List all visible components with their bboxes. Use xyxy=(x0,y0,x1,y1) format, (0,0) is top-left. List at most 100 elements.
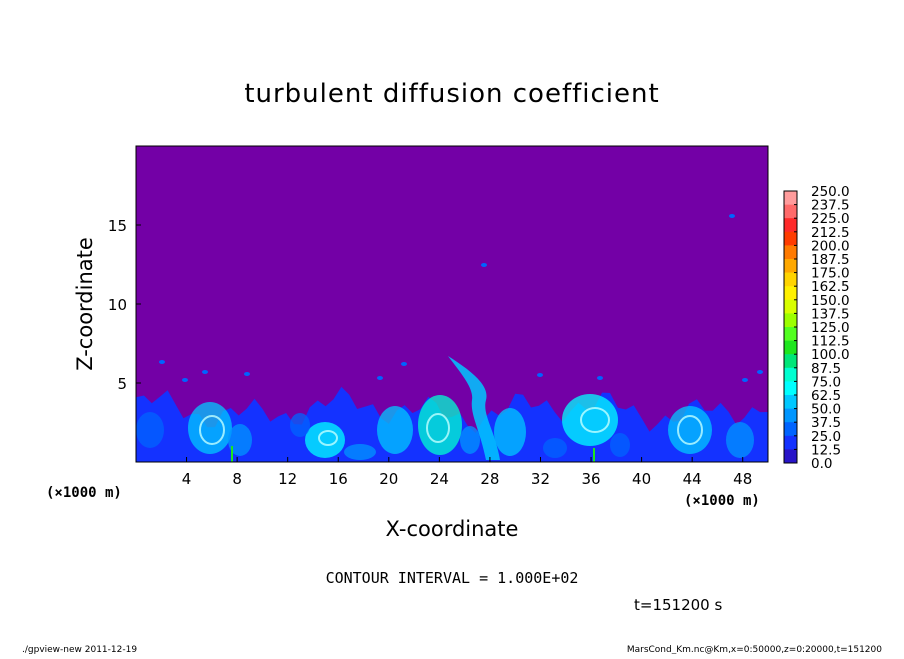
small-puff-1 xyxy=(182,378,188,382)
colorbar-band-17 xyxy=(784,422,797,437)
x-tick-label-9: 40 xyxy=(632,470,651,488)
colorbar-label-13: 87.5 xyxy=(811,361,841,377)
small-puff-2 xyxy=(202,370,208,374)
colorbar-label-1: 237.5 xyxy=(811,198,850,214)
x-tick-label-6: 28 xyxy=(480,470,499,488)
colorbar-band-7 xyxy=(784,286,797,301)
colorbar-band-3 xyxy=(784,231,797,246)
small-puff-11 xyxy=(729,214,735,218)
small-puff-3 xyxy=(244,372,250,376)
x-tick-label-11: 48 xyxy=(733,470,752,488)
x-axis-label: X-coordinate xyxy=(386,517,519,541)
x-tick-label-4: 20 xyxy=(379,470,398,488)
plot-area xyxy=(135,145,769,463)
colorbar-label-15: 62.5 xyxy=(811,388,841,404)
x-tick-label-2: 12 xyxy=(278,470,297,488)
colorbar-label-10: 125.0 xyxy=(811,320,850,336)
colorbar-band-12 xyxy=(784,354,797,369)
x-tick-label-0: 4 xyxy=(182,470,192,488)
colorbar-band-18 xyxy=(784,435,797,450)
x-tick-label-3: 16 xyxy=(329,470,348,488)
x-tick-label-8: 36 xyxy=(581,470,600,488)
chart-title: turbulent diffusion coefficient xyxy=(244,79,659,109)
colorbar-label-3: 212.5 xyxy=(811,225,850,241)
eddy-ring-0 xyxy=(199,415,225,445)
turbulent-eddy-5 xyxy=(377,406,413,454)
colorbar-band-15 xyxy=(784,395,797,409)
small-puff-4 xyxy=(377,376,383,380)
footer-left: ./gpview-new 2011-12-19 xyxy=(22,645,137,654)
x-tick-label-7: 32 xyxy=(531,470,550,488)
rising-plume xyxy=(448,356,500,460)
small-puff-10 xyxy=(481,263,487,267)
small-puff-7 xyxy=(597,376,603,380)
y-tick-label-2: 15 xyxy=(108,217,127,235)
colorbar: 250.0237.5225.0212.5200.0187.5175.0162.5… xyxy=(783,184,850,472)
small-puff-9 xyxy=(757,370,763,374)
eddy-ring-3 xyxy=(677,415,703,445)
turbulent-eddy-7 xyxy=(460,426,480,454)
colorbar-label-18: 25.0 xyxy=(811,429,841,445)
colorbar-label-8: 150.0 xyxy=(811,293,850,309)
x-unit-right: (×1000 m) xyxy=(684,493,760,509)
colorbar-band-16 xyxy=(784,408,797,423)
turbulent-eddy-13 xyxy=(543,438,567,458)
colorbar-label-6: 175.0 xyxy=(811,266,850,282)
colorbar-label-14: 75.0 xyxy=(811,374,841,390)
turbulent-field-layer xyxy=(136,214,768,462)
colorbar-band-9 xyxy=(784,313,797,328)
y-axis: 5 10 15 xyxy=(108,217,141,393)
turbulent-eddy-8 xyxy=(494,408,526,456)
colorbar-band-13 xyxy=(784,367,797,382)
colorbar-label-11: 112.5 xyxy=(811,334,850,350)
turbulent-eddy-2 xyxy=(228,424,252,456)
small-puff-6 xyxy=(537,373,543,377)
turbulent-eddy-12 xyxy=(726,422,754,458)
turbulent-eddy-3 xyxy=(305,422,345,458)
colorbar-label-4: 200.0 xyxy=(811,238,850,254)
small-puff-8 xyxy=(742,378,748,382)
turbulent-eddy-4 xyxy=(290,413,310,437)
colorbar-band-6 xyxy=(784,272,797,287)
colorbar-band-5 xyxy=(784,259,797,273)
y-tick-label-0: 5 xyxy=(117,375,127,393)
colorbar-label-12: 100.0 xyxy=(811,347,850,363)
colorbar-band-1 xyxy=(784,204,797,219)
y-axis-label: Z-coordinate xyxy=(73,237,97,371)
colorbar-band-19 xyxy=(784,449,797,464)
colorbar-label-9: 137.5 xyxy=(811,306,850,322)
colorbar-label-19: 12.5 xyxy=(811,442,841,458)
x-tick-label-10: 44 xyxy=(683,470,702,488)
turbulent-eddy-9 xyxy=(562,394,618,446)
turbulent-eddy-0 xyxy=(136,412,164,448)
time-label: t=151200 s xyxy=(634,596,722,614)
turbulent-eddy-10 xyxy=(610,433,630,457)
colorbar-label-5: 187.5 xyxy=(811,252,850,268)
x-unit-left: (×1000 m) xyxy=(46,485,122,501)
colorbar-label-20: 0.0 xyxy=(811,456,832,472)
eddy-ring-2 xyxy=(580,407,610,433)
colorbar-band-14 xyxy=(784,381,797,396)
y-tick-label-1: 10 xyxy=(108,296,127,314)
small-puff-0 xyxy=(159,360,165,364)
turbulent-eddy-6 xyxy=(418,395,462,455)
colorbar-band-11 xyxy=(784,340,797,355)
colorbar-band-2 xyxy=(784,218,797,233)
colorbar-band-10 xyxy=(784,327,797,341)
colorbar-label-0: 250.0 xyxy=(811,184,850,200)
footer-right: MarsCond_Km.nc@Km,x=0:50000,z=0:20000,t=… xyxy=(627,645,882,654)
colorbar-label-7: 162.5 xyxy=(811,279,850,295)
colorbar-band-0 xyxy=(784,191,797,205)
eddy-ring-4 xyxy=(426,413,450,443)
contour-interval-text: CONTOUR INTERVAL = 1.000E+02 xyxy=(326,569,579,587)
colorbar-label-16: 50.0 xyxy=(811,402,841,418)
colorbar-label-17: 37.5 xyxy=(811,415,841,431)
colorbar-label-2: 225.0 xyxy=(811,211,850,227)
colorbar-band-8 xyxy=(784,299,797,314)
turbulent-eddy-11 xyxy=(668,406,712,454)
small-puff-5 xyxy=(401,362,407,366)
x-axis: 4 8 12 16 20 24 28 32 36 40 44 48 xyxy=(182,457,752,488)
x-tick-label-1: 8 xyxy=(232,470,242,488)
